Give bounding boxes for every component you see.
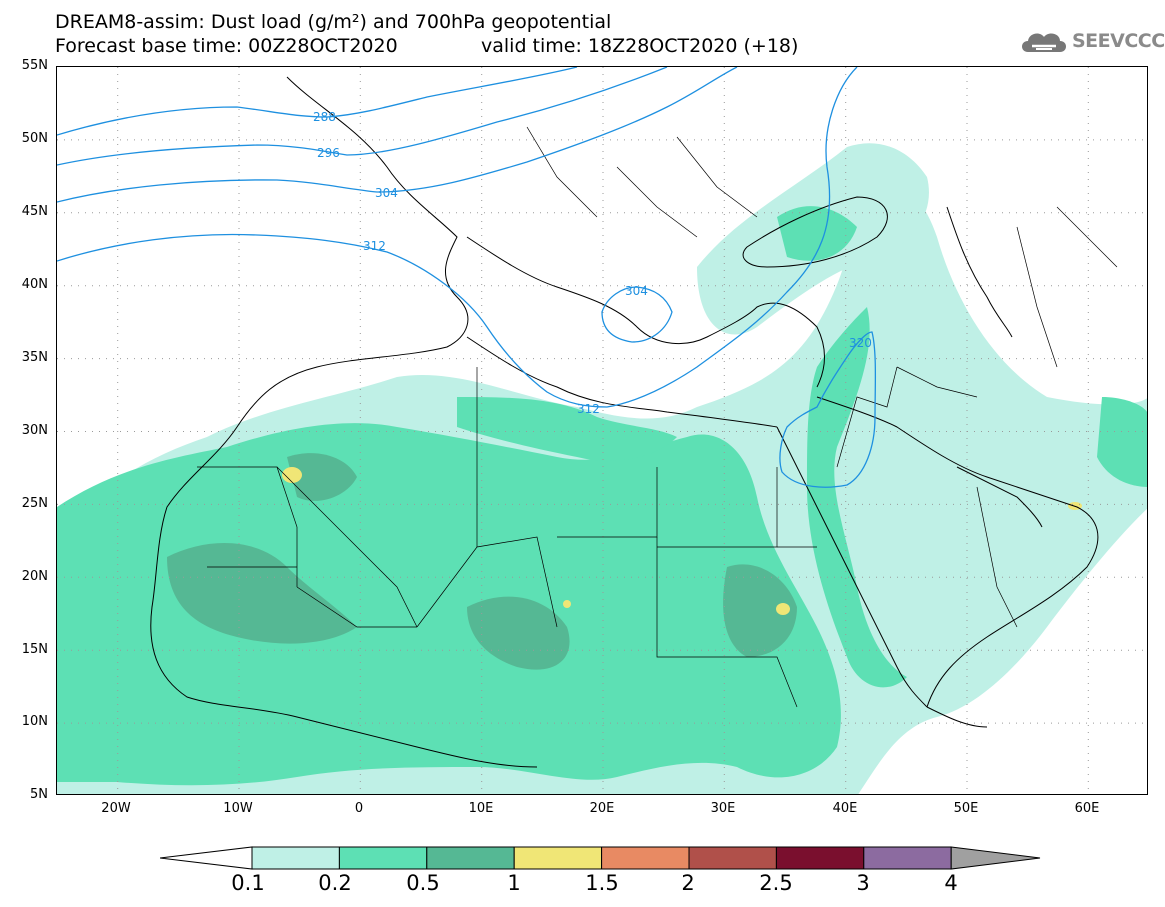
contour-label-312b: 312 (577, 402, 600, 416)
contour-line-296 (57, 67, 668, 166)
colorbar-bin-1-5 (601, 846, 690, 870)
colorbar-bin-0-1 (251, 846, 340, 870)
dust-peak-sudan (776, 603, 790, 615)
contour-label-320: 320 (849, 336, 872, 350)
coastline-black-sea (742, 196, 888, 268)
dust-region-0-2b (457, 397, 677, 461)
lat-label-10n: 10N (21, 714, 48, 729)
colorbar-label-1-5: 1.5 (585, 871, 619, 895)
dust-region-0-2c (777, 206, 857, 261)
seevccc-logo: SEEVCCC (1018, 24, 1165, 60)
contour-label-304: 304 (375, 186, 398, 200)
contour-line-288 (57, 67, 578, 136)
coastline-persian-gulf (956, 466, 1043, 528)
lon-label-10w: 10W (223, 801, 253, 816)
lat-label-20n: 20N (21, 569, 48, 584)
dust-region-0-5 (167, 543, 357, 644)
contour-label-288: 288 (313, 110, 336, 124)
dust-region-0-5c (723, 564, 797, 657)
lat-label-15n: 15N (21, 642, 48, 657)
colorbar-arrow-low (159, 846, 253, 870)
lat-label-35n: 35N (21, 350, 48, 365)
map-title: DREAM8-assim: Dust load (g/m²) and 700hP… (55, 11, 612, 33)
colorbar (159, 846, 1045, 876)
colorbar-bin-2 (688, 846, 777, 870)
lon-label-30e: 30E (710, 801, 736, 816)
contour-label-296: 296 (317, 146, 340, 160)
dust-peak-chad (563, 600, 571, 608)
contour-labels: 288 296 304 312 304 312 320 (313, 110, 872, 416)
lon-label-10e: 10E (468, 801, 494, 816)
colorbar-bin-3 (863, 846, 952, 870)
lat-label-55n: 55N (21, 58, 48, 73)
dust-region-0-5b (467, 596, 570, 670)
lat-label-50n: 50N (21, 131, 48, 146)
dust-map: 288 296 304 312 304 312 320 (57, 67, 1147, 794)
forecast-base-time: Forecast base time: 00Z28OCT2020 (55, 35, 398, 57)
colorbar-bin-2-5 (775, 846, 865, 870)
lon-label-20e: 20E (589, 801, 615, 816)
dust-region-0-2e (1097, 397, 1147, 487)
colorbar-label-3: 3 (856, 871, 870, 895)
contour-line-312 (57, 67, 858, 408)
colorbar-label-0-2: 0.2 (318, 871, 352, 895)
lon-label-60e: 60E (1074, 801, 1100, 816)
lon-label-0: 0 (354, 801, 364, 816)
coastline-somalia (926, 706, 988, 728)
lat-label-30n: 30N (21, 423, 48, 438)
lon-label-20w: 20W (101, 801, 131, 816)
contour-label-312: 312 (363, 239, 386, 253)
logo-text: SEEVCCC (1072, 30, 1165, 52)
colorbar-label-2-5: 2.5 (759, 871, 793, 895)
country-borders (197, 126, 1118, 708)
coastline-red-sea (776, 426, 928, 708)
dust-region-0-2 (57, 423, 841, 786)
colorbar-scale (159, 846, 1041, 870)
colorbar-bin-0-5 (426, 846, 515, 870)
dust-peak-morocco (282, 467, 302, 483)
coastline-mediterranean (466, 236, 825, 388)
dust-shading (57, 143, 1147, 794)
contour-line-304-north (57, 67, 738, 203)
coastline-caspian (946, 206, 1013, 338)
gridlines (57, 67, 1147, 794)
contour-label-304b: 304 (625, 284, 648, 298)
lat-label-40n: 40N (21, 277, 48, 292)
valid-time: valid time: 18Z28OCT2020 (+18) (481, 35, 799, 57)
contour-line-320 (779, 331, 877, 488)
lat-label-45n: 45N (21, 204, 48, 219)
map-panel: 288 296 304 312 304 312 320 (56, 66, 1148, 795)
colorbar-label-0-5: 0.5 (406, 871, 440, 895)
coastline-europe-africa (150, 76, 538, 768)
lat-label-5n: 5N (30, 787, 48, 802)
lon-label-50e: 50E (953, 801, 979, 816)
lat-label-25n: 25N (21, 496, 48, 511)
colorbar-bin-0-2 (338, 846, 428, 870)
colorbar-arrow-high (950, 846, 1041, 870)
colorbar-label-0-1: 0.1 (231, 871, 265, 895)
coastline-arabia (816, 396, 1099, 708)
colorbar-label-4: 4 (944, 871, 958, 895)
lon-label-40e: 40E (832, 801, 858, 816)
geopotential-contours (57, 67, 877, 488)
colorbar-label-1: 1 (507, 871, 521, 895)
contour-line-304-greece (601, 286, 673, 343)
colorbar-bin-1 (513, 846, 603, 870)
coastlines (150, 76, 1099, 768)
cloud-icon (1022, 33, 1066, 52)
colorbar-label-2: 2 (681, 871, 695, 895)
dust-region-0-5d (287, 453, 357, 501)
